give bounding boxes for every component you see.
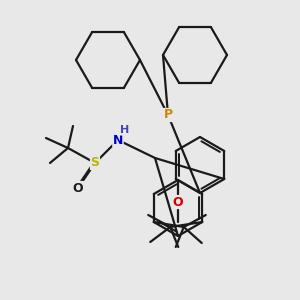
Text: S: S xyxy=(91,157,100,169)
Text: P: P xyxy=(164,109,172,122)
Text: H: H xyxy=(120,125,130,135)
Text: N: N xyxy=(113,134,123,146)
Text: O: O xyxy=(73,182,83,194)
Text: O: O xyxy=(173,196,183,208)
